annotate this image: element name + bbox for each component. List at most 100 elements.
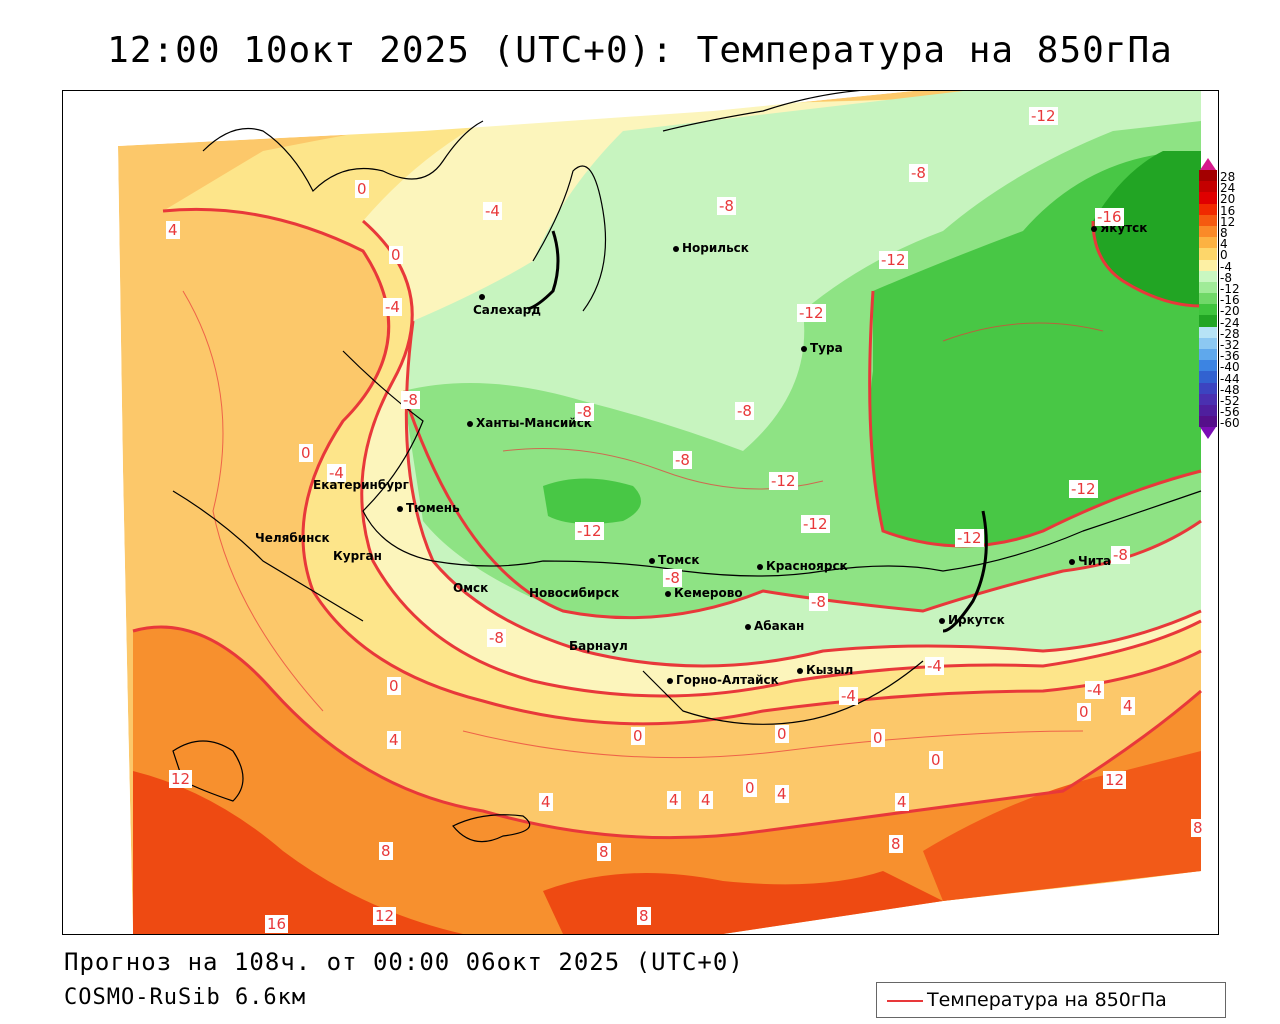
colorbar-segment: [1199, 170, 1217, 182]
colorbar-tick-label: -48: [1220, 382, 1240, 397]
city-label: Томск: [658, 553, 700, 567]
city-chelyabinsk: Челябинск: [255, 531, 330, 545]
city-barnaul: Барнаул: [569, 639, 628, 653]
colorbar-tick-label: 24: [1220, 181, 1236, 196]
isotherm-label: -4: [839, 687, 858, 705]
isotherm-label: -8: [401, 391, 420, 409]
colorbar-bottom-arrow: [1200, 427, 1216, 440]
city-omsk: Омск: [453, 581, 488, 595]
page-title: 12:00 10окт 2025 (UTC+0): Температура на…: [107, 30, 1173, 71]
isotherm-label: 8: [889, 835, 903, 853]
isotherm-label: -12: [801, 515, 830, 533]
colorbar-segment: [1199, 237, 1217, 249]
city-dot: [673, 245, 679, 252]
isotherm-label: 0: [929, 751, 943, 769]
city-label: Барнаул: [569, 639, 628, 653]
colorbar-segment: [1199, 393, 1217, 405]
isotherm-label: -8: [717, 197, 736, 215]
isotherm-label: 0: [389, 246, 403, 264]
colorbar-segment: [1199, 192, 1217, 204]
colorbar-tick-label: -52: [1220, 394, 1240, 408]
colorbar-tick-label: 8: [1220, 226, 1228, 240]
isotherm-label: 4: [667, 791, 681, 809]
warm-zone-16: [133, 771, 463, 934]
colorbar-tick-label: 28: [1220, 170, 1236, 184]
colorbar-tick-label: -28: [1220, 326, 1240, 341]
isotherm-label: -12: [1029, 107, 1058, 125]
colorbar-tick-label: -20: [1220, 304, 1240, 319]
isotherm-label: 8: [637, 907, 651, 925]
colorbar-segment: [1199, 416, 1217, 428]
isotherm-label: -4: [483, 202, 502, 220]
isotherm-label: -12: [769, 472, 798, 490]
city-dot: [479, 293, 485, 300]
city-dot: [649, 557, 655, 564]
colorbar-tick-label: 16: [1220, 203, 1236, 218]
colorbar-segment: [1199, 248, 1217, 260]
temperature-map[interactable]: Норильск Якутск Салехард Тура Ханты-Манс…: [62, 90, 1219, 935]
city-novosibirsk: Новосибирск: [529, 586, 619, 600]
city-label: Курган: [333, 549, 382, 563]
isotherm-label: 0: [871, 729, 885, 747]
isotherm-label: -12: [575, 522, 604, 540]
isotherm-label: -8: [487, 629, 506, 647]
isotherm-label: -8: [663, 569, 682, 587]
city-irkutsk: Иркутск: [939, 613, 1005, 627]
colorbar-tick-label: -32: [1220, 338, 1240, 352]
isotherm-label: -4: [1085, 681, 1104, 699]
city-salekhard: [479, 289, 488, 303]
isotherm-label: 0: [631, 727, 645, 745]
isotherm-label: -4: [383, 298, 402, 316]
city-label: Кемерово: [674, 586, 743, 600]
isotherm-label: 0: [775, 725, 789, 743]
colorbar-tick-label: -44: [1220, 371, 1240, 386]
city-norilsk: Норильск: [673, 241, 749, 255]
city-dot: [667, 677, 673, 684]
isotherm-label: 0: [387, 677, 401, 695]
isotherm-label: -8: [735, 402, 754, 420]
isotherm-label: -4: [925, 657, 944, 675]
legend-box: Температура на 850гПа: [876, 982, 1226, 1018]
isotherm-label: -8: [1111, 546, 1130, 564]
city-khanty-mansiysk: Ханты-Мансийск: [467, 416, 592, 430]
colorbar-segment: [1199, 360, 1217, 372]
city-dot: [467, 420, 473, 427]
colorbar-segment: [1199, 326, 1217, 338]
city-kyzyl: Кызыл: [797, 663, 853, 677]
colorbar-tick-label: -4: [1220, 259, 1232, 274]
colorbar-tick-label: -8: [1220, 270, 1232, 285]
city-label: Челябинск: [255, 531, 330, 545]
temperature-colorbar: [1199, 158, 1217, 440]
isotherm-label: 12: [169, 770, 193, 788]
city-label: Чита: [1078, 554, 1112, 568]
colorbar-segment: [1199, 259, 1217, 271]
isotherm-label: -8: [673, 451, 692, 469]
city-label: Салехард: [473, 303, 541, 317]
colorbar-segment: [1199, 214, 1217, 226]
city-tomsk: Томск: [649, 553, 700, 567]
city-kemerovo: Кемерово: [665, 586, 743, 600]
isotherm-label: 4: [539, 793, 553, 811]
city-dot: [1091, 225, 1097, 232]
isotherm-label: -16: [1095, 208, 1124, 226]
city-dot: [665, 590, 671, 597]
isotherm-label: 4: [1121, 697, 1135, 715]
colorbar-segment: [1199, 225, 1217, 238]
colorbar-segment: [1199, 270, 1217, 282]
city-label: Ханты-Мансийск: [476, 416, 592, 430]
city-dot: [745, 623, 751, 630]
city-gorno-altaysk: Горно-Алтайск: [667, 673, 779, 687]
colorbar-segment: [1199, 181, 1217, 193]
map-canvas: [63, 91, 1218, 934]
isotherm-label: 8: [379, 842, 393, 860]
isotherm-label: 8: [597, 843, 611, 861]
legend-line-swatch: [887, 1000, 923, 1002]
isotherm-label: 4: [699, 791, 713, 809]
isotherm-label: 8: [1191, 819, 1205, 837]
city-dot: [757, 563, 763, 570]
city-dot: [939, 617, 945, 624]
city-dot: [397, 505, 403, 512]
colorbar-segment: [1199, 404, 1217, 417]
isotherm-label: -12: [1069, 480, 1098, 498]
colorbar-segment: [1199, 337, 1217, 349]
